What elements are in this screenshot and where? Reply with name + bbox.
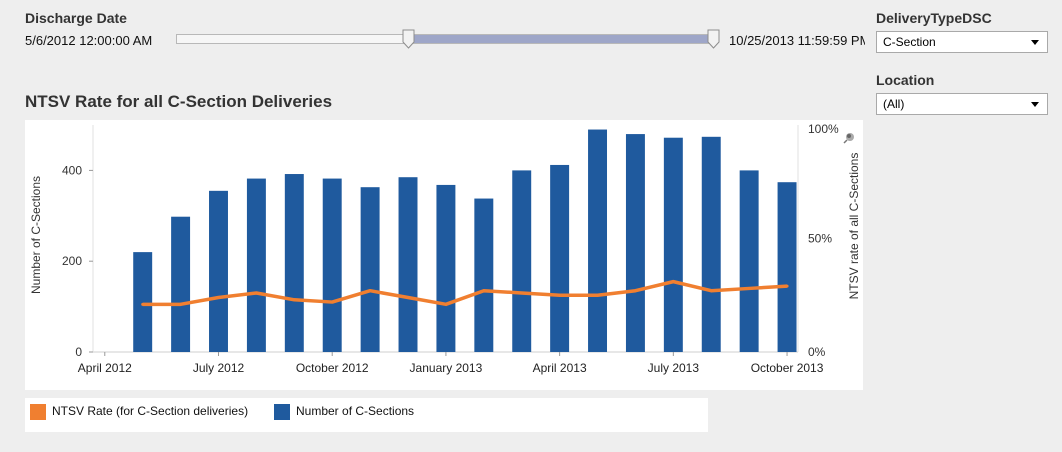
legend-label-csections: Number of C-Sections (296, 404, 415, 418)
chevron-down-icon (1031, 40, 1039, 45)
bar-csections[interactable] (398, 177, 418, 352)
ntsv-rate-point[interactable] (292, 298, 296, 302)
bar-csections[interactable] (625, 134, 645, 352)
bar-csections[interactable] (512, 170, 532, 352)
chart-title: NTSV Rate for all C-Section Deliveries (25, 92, 333, 111)
ntsv-rate-point[interactable] (482, 289, 486, 293)
x-tick-label: October 2013 (751, 361, 824, 375)
delivery-type-select[interactable]: C-Section (876, 31, 1048, 53)
delivery-type-value: C-Section (883, 35, 936, 49)
ntsv-rate-point[interactable] (179, 302, 183, 306)
bar-csections[interactable] (360, 187, 380, 352)
bar-csections[interactable] (474, 198, 494, 352)
ntsv-rate-point[interactable] (444, 302, 448, 306)
range-start-value: 5/6/2012 12:00:00 AM (25, 33, 153, 48)
ntsv-rate-point[interactable] (747, 286, 751, 290)
legend-label-ntsv: NTSV Rate (for C-Section deliveries) (52, 404, 249, 418)
y-tick-label: 400 (62, 163, 82, 177)
bar-csections[interactable] (209, 190, 228, 352)
chevron-down-icon (1031, 102, 1039, 107)
date-range-slider-fill (408, 35, 714, 43)
y-tick-label: 200 (62, 254, 82, 268)
x-tick-label: January 2013 (410, 361, 483, 375)
bar-csections[interactable] (701, 136, 721, 352)
ntsv-rate-point[interactable] (558, 293, 562, 297)
bar-csections[interactable] (322, 178, 342, 352)
y2-tick-label: 0% (808, 345, 826, 359)
ntsv-rate-line[interactable] (142, 279, 788, 307)
bar-csections[interactable] (777, 182, 797, 352)
y2-tick-label: 50% (808, 232, 832, 246)
ntsv-rate-point[interactable] (254, 291, 258, 295)
ntsv-rate-point[interactable] (785, 284, 789, 288)
bar-csections[interactable] (133, 252, 153, 352)
bar-csections[interactable] (550, 164, 570, 352)
location-value: (All) (883, 97, 905, 111)
legend-swatch-csections (274, 404, 290, 420)
range-end-handle[interactable] (706, 29, 722, 49)
y-axis-label: Number of C-Sections (29, 176, 43, 294)
bar-csections[interactable] (436, 184, 456, 352)
delivery-type-label: DeliveryTypeDSC (876, 10, 992, 26)
legend (25, 398, 708, 432)
bar-csections[interactable] (663, 137, 683, 352)
bar-csections[interactable] (284, 174, 304, 352)
y-tick-label: 0 (75, 345, 82, 359)
ntsv-rate-point[interactable] (406, 296, 410, 300)
range-end-value: 10/25/2013 11:59:59 PM (729, 33, 865, 48)
y2-tick-label: 100% (808, 122, 839, 136)
discharge-date-label: Discharge Date (25, 10, 127, 26)
bar-csections[interactable] (739, 170, 759, 352)
ntsv-rate-point[interactable] (141, 302, 145, 306)
range-start-handle[interactable] (401, 29, 417, 49)
ntsv-rate-point[interactable] (368, 289, 372, 293)
x-tick-label: October 2012 (296, 361, 369, 375)
x-tick-label: July 2013 (648, 361, 700, 375)
ntsv-rate-point[interactable] (520, 291, 524, 295)
bar-csections[interactable] (588, 129, 608, 352)
bar-csections[interactable] (171, 216, 191, 352)
ntsv-rate-point[interactable] (596, 293, 600, 297)
y2-axis-label: NTSV rate of all C-Sections (847, 153, 861, 300)
pin-icon[interactable] (843, 133, 854, 144)
ntsv-rate-point[interactable] (633, 289, 637, 293)
ntsv-rate-point[interactable] (709, 289, 713, 293)
bar-csections[interactable] (246, 178, 266, 352)
ntsv-rate-point[interactable] (671, 280, 675, 284)
legend-swatch-ntsv (30, 404, 46, 420)
x-tick-label: April 2012 (78, 361, 132, 375)
x-tick-label: April 2013 (533, 361, 587, 375)
location-label: Location (876, 72, 935, 88)
x-tick-label: July 2012 (193, 361, 245, 375)
ntsv-rate-point[interactable] (330, 300, 334, 304)
ntsv-rate-point[interactable] (217, 296, 220, 300)
location-select[interactable]: (All) (876, 93, 1048, 115)
